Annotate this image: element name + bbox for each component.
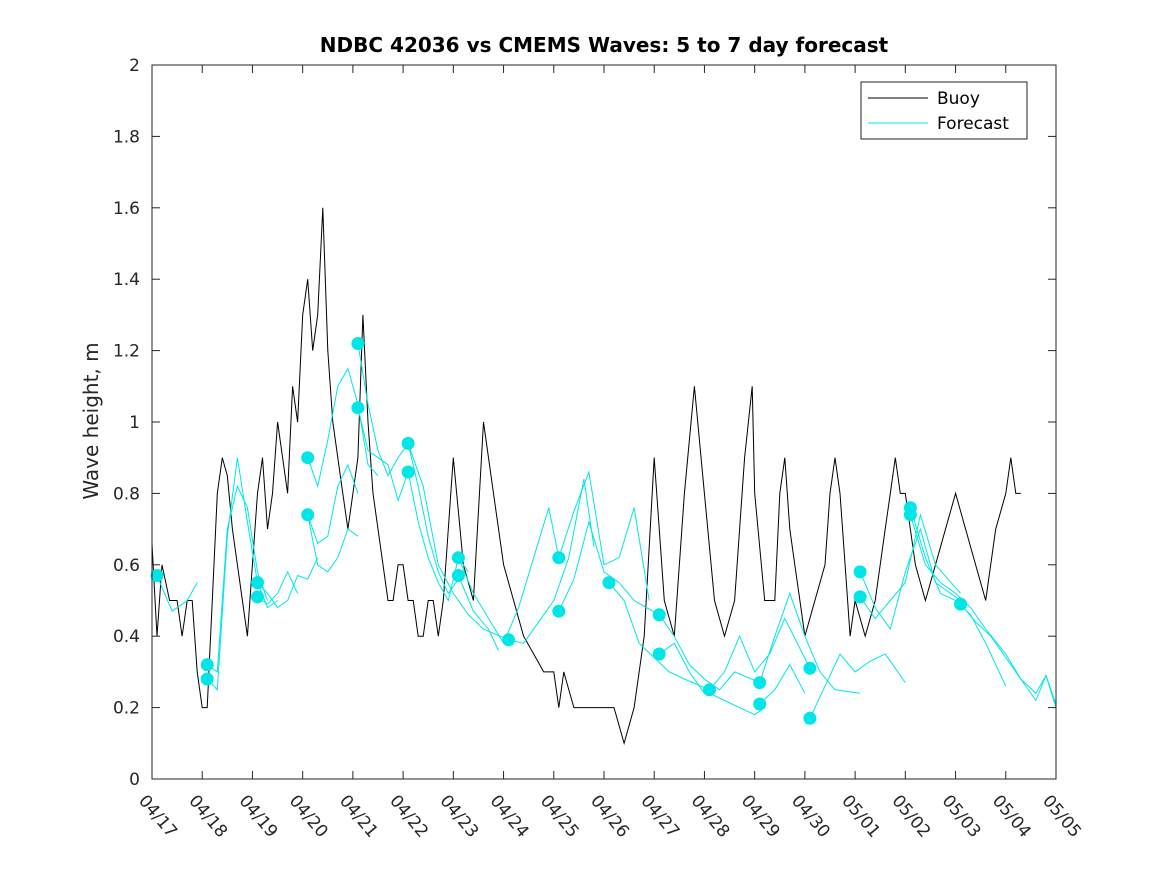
forecast-marker	[652, 647, 666, 661]
forecast-marker	[753, 697, 767, 711]
legend-forecast-label: Forecast	[937, 114, 1009, 134]
forecast-marker	[150, 569, 164, 582]
forecast-line-4	[257, 557, 319, 609]
forecast-marker	[301, 451, 315, 465]
forecast-marker	[200, 672, 214, 686]
forecast-marker	[602, 576, 616, 590]
y-tick-label: 2	[129, 56, 140, 76]
forecast-marker	[351, 337, 365, 350]
forecast-marker	[652, 608, 666, 622]
forecast-line-17	[558, 520, 660, 616]
forecast-marker	[903, 508, 917, 522]
forecast-marker	[954, 597, 968, 611]
legend-box	[860, 81, 1028, 140]
forecast-line-30	[960, 603, 1057, 705]
y-axis-label: Wave height, m	[79, 342, 103, 499]
forecast-marker	[401, 436, 415, 450]
forecast-marker	[552, 604, 566, 618]
forecast-marker	[502, 633, 516, 647]
forecast-marker	[301, 508, 315, 522]
y-tick-label: 1.6	[113, 199, 140, 219]
forecast-line-29	[909, 514, 1057, 708]
forecast-marker	[200, 658, 214, 672]
forecast-line-22	[709, 692, 765, 716]
forecast-marker	[803, 661, 817, 675]
y-tick-label: 0.2	[113, 699, 140, 719]
forecast-marker	[401, 465, 415, 479]
forecast-line-25	[809, 653, 906, 719]
y-tick-label: 0.4	[113, 627, 140, 647]
forecast-marker	[803, 711, 817, 725]
forecast-marker	[451, 569, 465, 582]
forecast-marker	[451, 551, 465, 565]
forecast-line-19	[658, 614, 760, 691]
forecast-marker	[853, 565, 867, 579]
forecast-line-2	[206, 484, 268, 673]
forecast-line-5	[257, 570, 299, 605]
y-tick-label: 1.2	[113, 342, 140, 362]
forecast-marker	[251, 576, 264, 590]
forecast-marker	[552, 551, 566, 565]
forecast-marker	[753, 676, 767, 690]
legend: Buoy Forecast	[860, 81, 1028, 140]
forecast-line-12	[407, 443, 509, 641]
forecast-line-14	[457, 575, 499, 651]
forecast-marker	[251, 590, 264, 604]
y-tick-label: 0.6	[113, 556, 140, 576]
forecast-line-8	[307, 514, 359, 573]
forecast-line-21	[709, 617, 811, 691]
forecast-line-7	[307, 463, 359, 545]
buoy-series-line	[151, 207, 1021, 746]
chart-title: NDBC 42036 vs CMEMS Waves: 5 to 7 day fo…	[320, 33, 889, 57]
plot-area	[150, 207, 1057, 746]
y-tick-label: 1.4	[113, 270, 140, 290]
forecast-marker	[351, 401, 365, 415]
forecast-line-16	[558, 470, 650, 601]
forecast-marker	[703, 683, 716, 697]
y-tick-label: 1.8	[113, 127, 140, 147]
forecast-line-10	[357, 407, 409, 503]
forecast-line-15	[508, 479, 595, 644]
forecast-line-13	[457, 507, 560, 645]
y-tick-label: 1	[129, 413, 140, 433]
y-tick-label: 0.8	[113, 484, 140, 504]
forecast-line-1	[156, 575, 198, 612]
forecast-line-20	[658, 642, 705, 694]
y-tick-label: 0	[129, 770, 140, 790]
forecast-line-24	[759, 663, 806, 705]
forecast-line-6	[307, 367, 379, 489]
legend-buoy-label: Buoy	[937, 89, 980, 109]
forecast-line-23	[759, 591, 861, 694]
forecast-marker	[853, 590, 867, 604]
forecast-line-27	[859, 512, 961, 620]
